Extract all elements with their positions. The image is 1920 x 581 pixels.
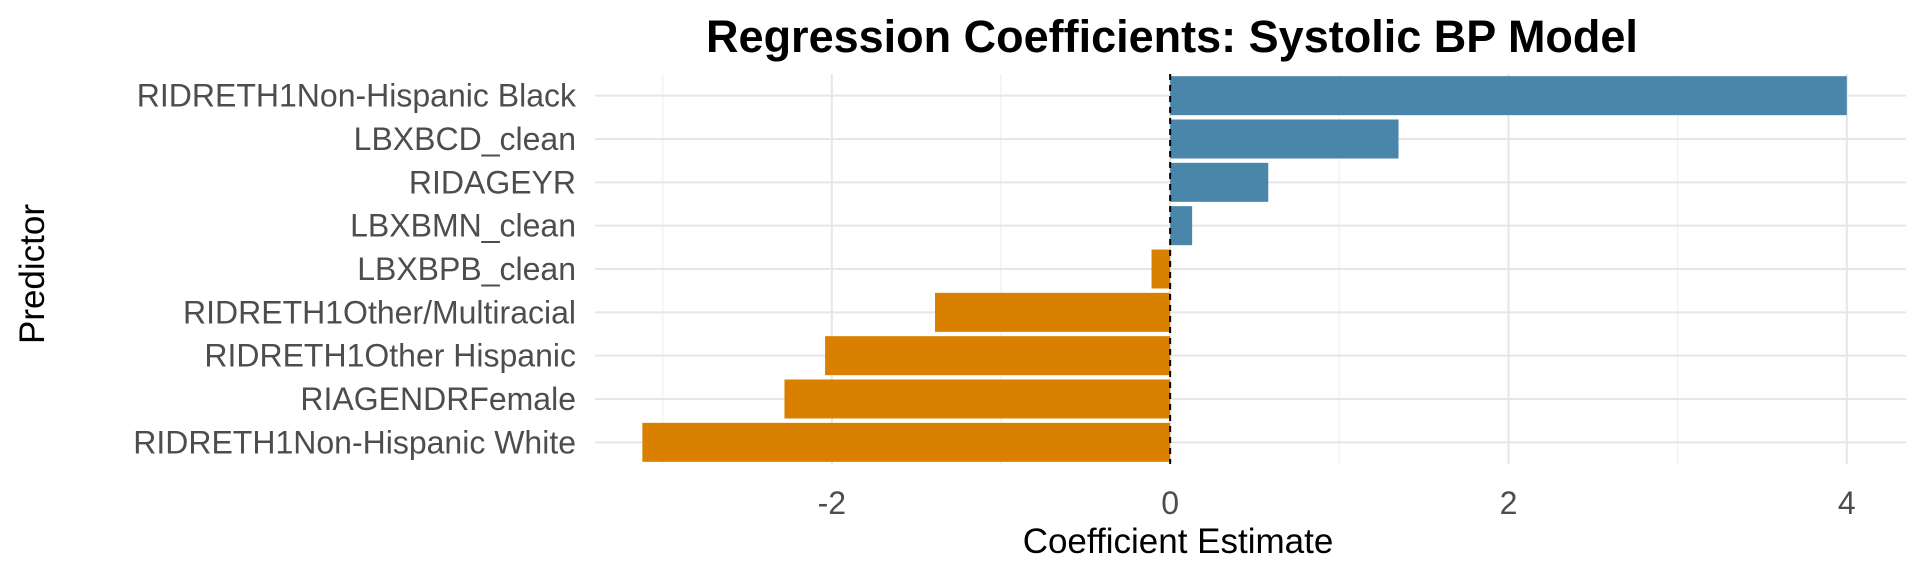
bar (1170, 162, 1269, 202)
bar (825, 336, 1171, 376)
category-label: LBXBCD_clean (354, 121, 576, 157)
category-label: LBXBMN_clean (350, 208, 576, 244)
y-axis-title: Predictor (13, 204, 52, 344)
category-labels: RIDRETH1Non-Hispanic Black LBXBCD_clean RI… (133, 78, 577, 461)
x-tick-label: 2 (1500, 485, 1518, 521)
bar (784, 379, 1171, 419)
bar (1170, 119, 1399, 159)
category-label: RIDRETH1Non-Hispanic Black (137, 78, 577, 114)
x-axis-title: Coefficient Estimate (1023, 522, 1334, 561)
bar (642, 422, 1171, 462)
category-label: RIDRETH1Other/Multiracial (183, 294, 576, 330)
bar (1170, 76, 1847, 116)
x-tick-labels: -2 0 2 4 (818, 485, 1856, 521)
bars (642, 76, 1847, 462)
chart-title: Regression Coefficients: Systolic BP Mod… (706, 11, 1638, 62)
category-label: RIDAGEYR (409, 164, 576, 200)
x-tick-label: 0 (1161, 485, 1179, 521)
bar (935, 292, 1171, 332)
bar (1151, 249, 1171, 289)
category-label: LBXBPB_clean (357, 251, 576, 287)
bar (1170, 206, 1193, 246)
category-label: RIAGENDRFemale (300, 381, 576, 417)
category-label: RIDRETH1Other Hispanic (204, 338, 576, 374)
category-label: RIDRETH1Non-Hispanic White (133, 424, 576, 460)
x-tick-label: -2 (818, 485, 846, 521)
x-tick-label: 4 (1838, 485, 1856, 521)
